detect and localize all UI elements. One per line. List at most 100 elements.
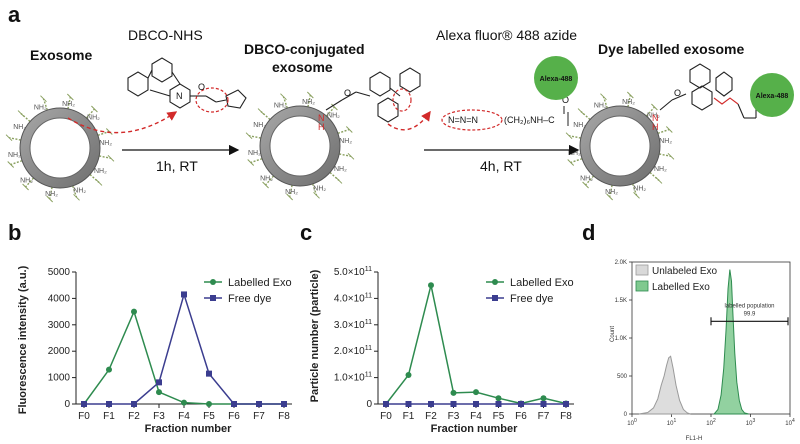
y-tick-label: 2000 bbox=[48, 346, 71, 357]
data-point bbox=[206, 370, 212, 377]
data-point bbox=[450, 389, 457, 396]
y-tick-label: 2.0×1011 bbox=[334, 345, 372, 357]
spike-tip bbox=[95, 179, 103, 186]
gate-value: 99.9 bbox=[744, 311, 756, 317]
data-point bbox=[540, 395, 547, 402]
x-tick-label: F7 bbox=[253, 411, 265, 422]
spike-tip bbox=[331, 103, 338, 111]
spike-tip bbox=[280, 93, 287, 101]
spike-protein bbox=[312, 183, 318, 196]
spike-protein bbox=[339, 153, 352, 158]
final-labelled-structure bbox=[659, 63, 757, 119]
data-point bbox=[81, 401, 87, 407]
spike-protein bbox=[85, 108, 95, 119]
spike-protein bbox=[67, 96, 72, 109]
y-tick-label: 3.0×1011 bbox=[334, 319, 372, 331]
spike-tip bbox=[91, 105, 98, 113]
x-tick-label: F1 bbox=[103, 411, 115, 422]
y-tick-label: 2.0K bbox=[615, 260, 627, 266]
legend-label: Unlabeled Exo bbox=[652, 266, 717, 277]
series-line bbox=[84, 291, 284, 405]
spike-tip bbox=[306, 91, 314, 99]
spike-protein bbox=[649, 171, 660, 181]
amine-group: NH₂ bbox=[73, 188, 86, 195]
spike-protein bbox=[337, 128, 350, 134]
spike-protein bbox=[250, 158, 263, 164]
data-point bbox=[495, 401, 502, 407]
spike-tip bbox=[606, 193, 614, 201]
legend-swatch bbox=[635, 264, 649, 276]
exosome-1: NH₂ NH₂ NH₂ NH₂ NH₂ NH₂ NH₂ NH₂ NH₂ NH₂ bbox=[5, 93, 115, 203]
conj-nh-n: N bbox=[318, 113, 325, 123]
chart-d-xlabel: FL1-H bbox=[686, 436, 703, 442]
spike-protein bbox=[645, 106, 655, 117]
spike-tip bbox=[667, 152, 675, 160]
x-tick-label: F2 bbox=[128, 411, 140, 422]
spike-tip bbox=[262, 181, 269, 189]
x-tick-label: 102 bbox=[706, 418, 716, 427]
x-tick-label: F0 bbox=[380, 411, 392, 422]
alexa-dye-circle-1 bbox=[534, 56, 578, 100]
spike-tip bbox=[5, 134, 13, 142]
spike-tip bbox=[582, 181, 589, 189]
spike-protein bbox=[20, 113, 31, 123]
x-tick-label: F1 bbox=[403, 411, 415, 422]
y-tick-label: 1000 bbox=[48, 373, 71, 384]
x-tick-label: F0 bbox=[78, 411, 90, 422]
amine-group: NH₂ bbox=[94, 168, 107, 175]
chart-d: Count FL1-H 0 500 1.0K 1.5K 2.0K 100 101 102 103… bbox=[610, 260, 795, 442]
amine-group: NH₂ bbox=[20, 178, 33, 185]
data-point bbox=[256, 401, 262, 407]
series-line bbox=[83, 309, 284, 405]
y-tick-label: 500 bbox=[617, 374, 628, 380]
data-point bbox=[231, 401, 237, 407]
spike-protein bbox=[657, 128, 670, 134]
legend-label: Labelled Exo bbox=[652, 282, 710, 293]
amine-group: NH₂ bbox=[45, 191, 58, 198]
amine-group: NH₂ bbox=[34, 104, 47, 111]
spike-protein bbox=[10, 160, 23, 166]
dbco-nhs-n: N bbox=[176, 91, 183, 101]
data-point bbox=[405, 401, 412, 407]
plot-frame bbox=[631, 261, 791, 415]
amine-group: NH₂ bbox=[334, 166, 347, 173]
amine-group: NH₂ bbox=[302, 99, 315, 106]
data-point bbox=[106, 401, 112, 407]
y-tick-label: 0 bbox=[366, 399, 372, 410]
spike-tip bbox=[245, 132, 253, 140]
spike-protein bbox=[627, 94, 632, 107]
data-point bbox=[428, 401, 434, 407]
y-tick-label: 1.0×1011 bbox=[334, 372, 372, 384]
chart-d-ylabel: Count bbox=[610, 326, 616, 342]
exosome-lumen bbox=[269, 115, 331, 177]
data-point bbox=[206, 401, 212, 407]
spike-tip bbox=[313, 191, 320, 199]
legend-label: Labelled Exo bbox=[510, 277, 574, 289]
spike-tip bbox=[565, 132, 573, 140]
step2-name-line1: DBCO-conjugated bbox=[244, 41, 365, 57]
condition2: 4h, RT bbox=[480, 158, 522, 174]
amine-group: NH₂ bbox=[659, 138, 672, 145]
amine-group: NH₂ bbox=[622, 99, 635, 106]
amine-group: NH₂ bbox=[99, 140, 112, 147]
x-tick-label: F2 bbox=[425, 411, 437, 422]
amine-group: NH₂ bbox=[8, 152, 21, 159]
data-point bbox=[473, 401, 479, 407]
x-tick-label: F4 bbox=[470, 411, 482, 422]
alexa-dye-label-2: Alexa-488 bbox=[756, 93, 789, 100]
x-tick-label: F5 bbox=[493, 411, 505, 422]
spike-tip bbox=[347, 152, 355, 160]
spike-tip bbox=[651, 103, 658, 111]
data-point bbox=[495, 395, 502, 402]
reagent2: Alexa fluor® 488 azide bbox=[436, 27, 577, 43]
exosome-lumen bbox=[29, 117, 91, 179]
data-point bbox=[281, 401, 287, 407]
spike-tip bbox=[247, 159, 255, 166]
amine-group: NH₂ bbox=[633, 186, 646, 193]
amine-group: NH₂ bbox=[327, 112, 340, 119]
y-tick-label: 1.5K bbox=[615, 298, 627, 304]
spike-protein bbox=[329, 171, 340, 181]
spike-protein bbox=[97, 130, 110, 136]
histogram-area bbox=[638, 355, 691, 415]
